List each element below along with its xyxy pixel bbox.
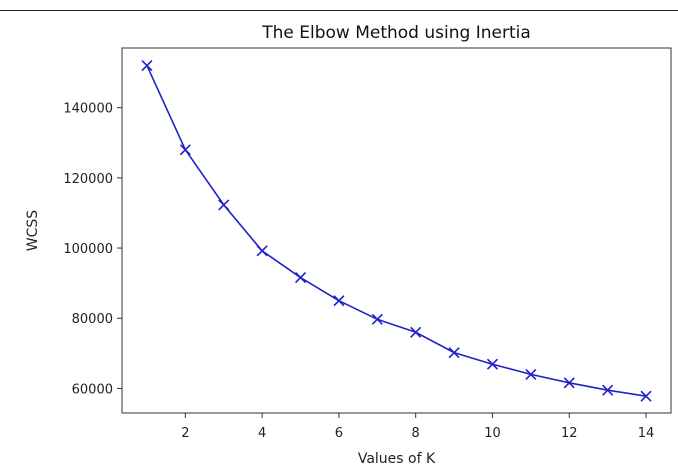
data-point-marker xyxy=(410,326,422,338)
y-tick-label: 60000 xyxy=(72,382,113,397)
x-tick-label: 12 xyxy=(561,426,578,441)
data-point-marker xyxy=(218,199,230,211)
x-tick-label: 14 xyxy=(638,426,655,441)
x-tick-label: 8 xyxy=(412,426,420,441)
wcss-series-line xyxy=(146,65,647,397)
data-point-marker xyxy=(294,271,307,284)
marker-stroke xyxy=(640,390,652,402)
marker-stroke xyxy=(602,384,614,396)
x-axis-label: Values of K xyxy=(358,451,436,466)
marker-stroke xyxy=(410,326,422,338)
data-point-marker xyxy=(256,245,268,257)
marker-stroke xyxy=(371,313,383,325)
data-point-marker xyxy=(141,59,153,72)
data-point-marker xyxy=(371,313,383,325)
data-point-marker xyxy=(640,390,652,402)
marker-stroke xyxy=(218,199,230,211)
x-tick-label: 10 xyxy=(484,426,501,441)
data-point-marker xyxy=(448,347,460,359)
marker-stroke xyxy=(179,144,191,156)
marker-stroke xyxy=(525,368,537,380)
marker-stroke xyxy=(294,271,307,284)
data-point-marker xyxy=(179,144,191,156)
data-point-marker xyxy=(563,377,575,389)
y-tick-label: 80000 xyxy=(72,312,113,327)
x-tick-label: 4 xyxy=(258,426,266,441)
data-point-marker xyxy=(525,368,537,380)
marker-stroke xyxy=(563,377,575,389)
chart-title: The Elbow Method using Inertia xyxy=(261,23,531,43)
data-point-marker xyxy=(602,384,614,396)
y-tick-label: 100000 xyxy=(63,242,113,257)
x-tick-label: 6 xyxy=(335,426,343,441)
marker-stroke xyxy=(333,295,345,307)
wcss-markers xyxy=(141,59,652,402)
y-axis-ticks: 60000 80000 100000 120000 140000 xyxy=(63,102,122,397)
marker-stroke xyxy=(141,59,153,72)
marker-stroke xyxy=(486,358,499,370)
plot-area-frame xyxy=(121,47,672,414)
marker-stroke xyxy=(256,245,268,257)
data-point-marker xyxy=(333,295,345,307)
y-tick-label: 140000 xyxy=(63,102,113,117)
x-axis-ticks: 2 4 6 8 10 12 14 xyxy=(181,413,654,441)
data-point-marker xyxy=(486,358,499,370)
marker-stroke xyxy=(448,347,460,359)
x-tick-label: 2 xyxy=(181,426,189,441)
y-axis-label: WCSS xyxy=(25,210,41,252)
y-tick-label: 120000 xyxy=(63,172,113,187)
top-divider-line xyxy=(0,10,678,11)
